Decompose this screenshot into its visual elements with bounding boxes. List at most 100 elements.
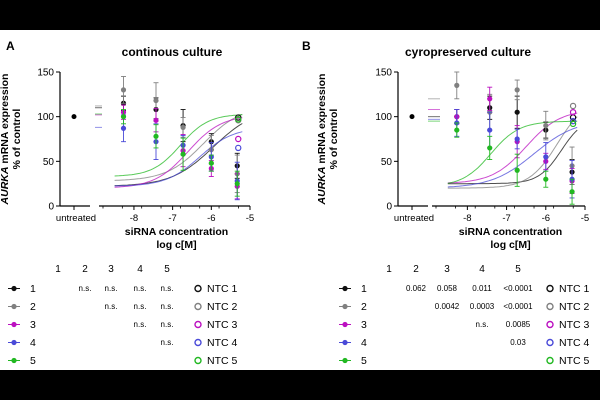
data-point bbox=[487, 96, 493, 102]
legend-marker bbox=[342, 303, 348, 310]
stats-cell: 0.03 bbox=[510, 338, 526, 347]
data-point bbox=[514, 109, 520, 115]
stats-cell: 0.058 bbox=[437, 284, 458, 293]
legend-marker bbox=[11, 285, 17, 292]
legend-marker bbox=[11, 339, 17, 346]
ntc-point bbox=[235, 135, 242, 143]
ntc-point bbox=[235, 116, 242, 123]
stats-column-header: 5 bbox=[515, 264, 521, 275]
ntc-point bbox=[569, 117, 577, 125]
panel-a: A continous culture AURKA mRNA expression… bbox=[0, 39, 254, 367]
legend-marker bbox=[11, 321, 17, 328]
legend-label: 4 bbox=[30, 337, 36, 349]
stats-column-header: 1 bbox=[55, 264, 61, 275]
legend-label: 3 bbox=[361, 319, 367, 331]
ntc-legend-marker bbox=[194, 338, 202, 347]
stats-cell: n.s. bbox=[161, 338, 174, 347]
stats-column-header: 2 bbox=[82, 264, 88, 275]
y-tick-label: 0 bbox=[386, 202, 392, 213]
ntc-point bbox=[569, 102, 577, 110]
data-point bbox=[569, 189, 575, 195]
stats-column-header: 3 bbox=[108, 264, 114, 275]
chart-title: cyropreserved culture bbox=[405, 45, 531, 59]
stats-cell: n.s. bbox=[161, 302, 174, 311]
data-point bbox=[543, 123, 549, 129]
stats-column-header: 4 bbox=[479, 264, 485, 275]
ntc-legend-marker bbox=[194, 284, 202, 293]
stats-cell: n.s. bbox=[476, 320, 489, 329]
stats-cell: <0.0001 bbox=[503, 302, 533, 311]
x-tick-label: -8 bbox=[463, 213, 471, 224]
fit-curve bbox=[114, 114, 243, 177]
panel-label: A bbox=[6, 39, 15, 53]
ntc-legend-marker bbox=[546, 284, 554, 293]
stats-column-header: 5 bbox=[164, 264, 170, 275]
stats-cell: <0.0001 bbox=[503, 284, 533, 293]
ntc-legend-marker bbox=[194, 320, 202, 329]
stats-cell: n.s. bbox=[161, 320, 174, 329]
stats-cell: 0.0085 bbox=[506, 320, 531, 329]
legend-marker bbox=[11, 357, 17, 364]
stats-cell: 0.0003 bbox=[470, 302, 495, 311]
untreated-point bbox=[71, 114, 77, 120]
fit-curve bbox=[447, 126, 578, 188]
y-tick-label: 100 bbox=[37, 112, 54, 123]
ntc-legend-marker bbox=[194, 302, 202, 311]
fit-curve bbox=[447, 120, 578, 184]
panel-label: B bbox=[302, 39, 311, 53]
stats-cell: 0.011 bbox=[472, 284, 492, 293]
x-axis-label: siRNA concentration bbox=[459, 226, 562, 238]
data-point bbox=[514, 87, 520, 93]
y-tick-label: 150 bbox=[37, 68, 54, 79]
data-point bbox=[487, 127, 493, 133]
data-point bbox=[208, 160, 214, 166]
stats-cell: n.s. bbox=[105, 284, 118, 293]
x-tick-label: -7 bbox=[502, 213, 510, 224]
ntc-point bbox=[235, 144, 242, 152]
data-point bbox=[153, 117, 159, 123]
fit-curve bbox=[114, 113, 243, 181]
x-tick-label-untreated: untreated bbox=[394, 213, 434, 224]
panel-b: B cyropreserved culture AURKA mRNA expres… bbox=[302, 39, 589, 367]
legend-marker bbox=[342, 339, 348, 346]
stats-cell: 0.062 bbox=[406, 284, 427, 293]
stats-cell: n.s. bbox=[134, 284, 147, 293]
ntc-legend-label: NTC 3 bbox=[559, 319, 589, 331]
ntc-legend-label: NTC 2 bbox=[559, 301, 589, 313]
data-point bbox=[180, 151, 186, 157]
stats-cell: n.s. bbox=[134, 302, 147, 311]
legend-label: 2 bbox=[361, 301, 367, 313]
data-point bbox=[120, 87, 127, 93]
fit-curve bbox=[447, 112, 578, 184]
y-tick-label: 50 bbox=[43, 157, 55, 168]
data-point bbox=[543, 154, 549, 160]
data-point bbox=[180, 124, 186, 130]
untreated-point bbox=[409, 114, 415, 120]
ntc-legend-label: NTC 5 bbox=[559, 355, 589, 367]
data-point bbox=[543, 176, 549, 182]
data-point bbox=[454, 127, 460, 133]
x-axis-label-unit: log c[M] bbox=[156, 239, 196, 251]
x-axis-label-unit: log c[M] bbox=[490, 239, 530, 251]
legend-label: 1 bbox=[30, 283, 36, 295]
ntc-legend-label: NTC 3 bbox=[207, 319, 237, 331]
ntc-legend-marker bbox=[546, 320, 554, 329]
legend-marker bbox=[342, 285, 348, 292]
figure-background bbox=[0, 30, 600, 370]
ntc-legend-label: NTC 2 bbox=[207, 301, 237, 313]
ntc-legend-marker bbox=[194, 356, 202, 365]
fit-curve bbox=[447, 129, 578, 185]
data-point bbox=[514, 136, 520, 142]
legend-label: 3 bbox=[30, 319, 36, 331]
data-point bbox=[234, 181, 240, 187]
y-tick-label: 100 bbox=[375, 112, 392, 123]
legend-label: 2 bbox=[30, 301, 36, 313]
ntc-point bbox=[569, 120, 577, 128]
chart-title: continous culture bbox=[122, 45, 223, 59]
x-tick-label: -5 bbox=[246, 213, 254, 224]
data-point bbox=[487, 145, 493, 151]
stats-column-header: 4 bbox=[137, 264, 143, 275]
stats-cell: n.s. bbox=[134, 320, 147, 329]
legend-marker bbox=[11, 303, 17, 310]
